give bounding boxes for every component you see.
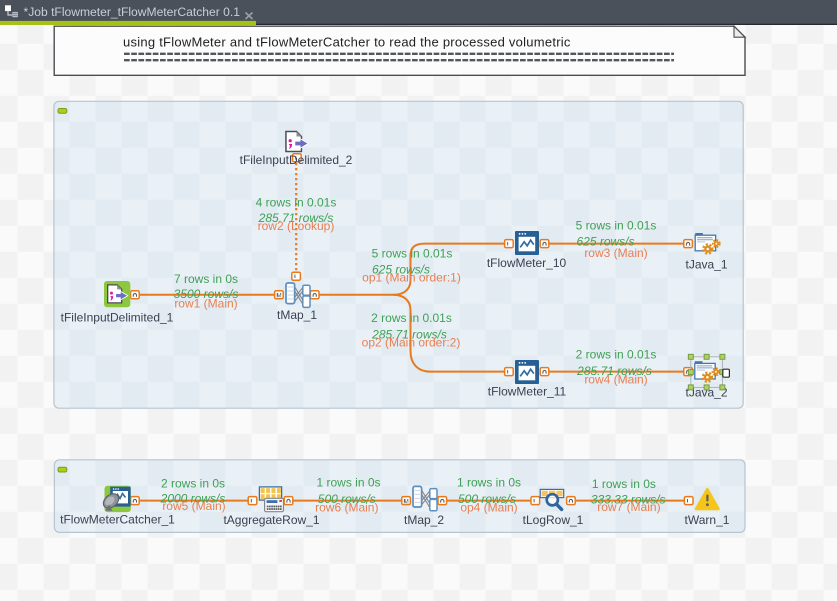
svg-text:4 rows in 0.01s: 4 rows in 0.01s xyxy=(256,195,337,209)
svg-text:row1 (Main): row1 (Main) xyxy=(174,296,237,310)
svg-text:285.71 rows/s: 285.71 rows/s xyxy=(576,364,652,378)
svg-text:5 rows in 0.01s: 5 rows in 0.01s xyxy=(576,218,657,232)
svg-text:2000 rows/s: 2000 rows/s xyxy=(160,492,226,506)
svg-text:7 rows in 0s: 7 rows in 0s xyxy=(174,272,238,286)
svg-text:tMap_1: tMap_1 xyxy=(277,308,317,322)
svg-text:285.71 rows/s: 285.71 rows/s xyxy=(258,211,334,225)
svg-text:row2 (Lookup): row2 (Lookup) xyxy=(258,219,335,233)
svg-text:row6 (Main): row6 (Main) xyxy=(315,501,378,515)
svg-text:625 rows/s: 625 rows/s xyxy=(576,234,634,248)
svg-text:op4 (Main): op4 (Main) xyxy=(460,501,517,515)
svg-text:500 rows/s: 500 rows/s xyxy=(318,492,376,506)
svg-text:using tFlowMeter and tFlowMete: using tFlowMeter and tFlowMeterCatcher t… xyxy=(123,34,571,49)
svg-text:tAggregateRow_1: tAggregateRow_1 xyxy=(223,513,319,527)
svg-text:tJava_2: tJava_2 xyxy=(685,386,727,400)
svg-text:1 rows in 0s: 1 rows in 0s xyxy=(592,477,656,491)
svg-text:tFlowMeter_10: tFlowMeter_10 xyxy=(487,256,567,270)
svg-text:tFileInputDelimited_2: tFileInputDelimited_2 xyxy=(240,153,353,167)
svg-text:row7 (Main): row7 (Main) xyxy=(597,500,660,514)
svg-text:M: M xyxy=(403,498,408,505)
svg-text:3500 rows/s: 3500 rows/s xyxy=(174,287,239,301)
svg-text:*Job tFlowmeter_tFlowMeterCatc: *Job tFlowmeter_tFlowMeterCatcher 0.1 xyxy=(24,5,241,19)
svg-text:op1 (Main order:1): op1 (Main order:1) xyxy=(362,270,461,284)
svg-text:2 rows in 0.01s: 2 rows in 0.01s xyxy=(371,311,452,325)
svg-text:op2 (Main order:2): op2 (Main order:2) xyxy=(362,335,461,349)
svg-text:1 rows in 0s: 1 rows in 0s xyxy=(316,476,380,490)
svg-text:5 rows in 0.01s: 5 rows in 0.01s xyxy=(372,246,453,260)
svg-text:tMap_2: tMap_2 xyxy=(404,513,444,527)
svg-text:row3 (Main): row3 (Main) xyxy=(584,246,647,260)
svg-text:tLogRow_1: tLogRow_1 xyxy=(523,513,584,527)
svg-text:2 rows in 0s: 2 rows in 0s xyxy=(161,477,225,491)
svg-text:tWarn_1: tWarn_1 xyxy=(685,513,730,527)
svg-text:tFlowMeterCatcher_1: tFlowMeterCatcher_1 xyxy=(60,513,175,527)
svg-text:2 rows in 0.01s: 2 rows in 0.01s xyxy=(576,347,657,361)
svg-text:625 rows/s: 625 rows/s xyxy=(372,262,430,276)
svg-text:1 rows in 0s: 1 rows in 0s xyxy=(457,476,521,490)
svg-text:285.71 rows/s: 285.71 rows/s xyxy=(371,327,447,341)
svg-text:tJava_1: tJava_1 xyxy=(685,258,727,272)
svg-text:tFlowMeter_11: tFlowMeter_11 xyxy=(488,385,567,399)
svg-text:333.33 rows/s: 333.33 rows/s xyxy=(591,493,666,507)
svg-text:500 rows/s: 500 rows/s xyxy=(458,492,516,506)
svg-text:row5 (Main): row5 (Main) xyxy=(162,499,225,513)
svg-text:tFileInputDelimited_1: tFileInputDelimited_1 xyxy=(61,311,174,325)
svg-text:row4 (Main): row4 (Main) xyxy=(584,373,647,387)
svg-text:M: M xyxy=(276,293,281,300)
